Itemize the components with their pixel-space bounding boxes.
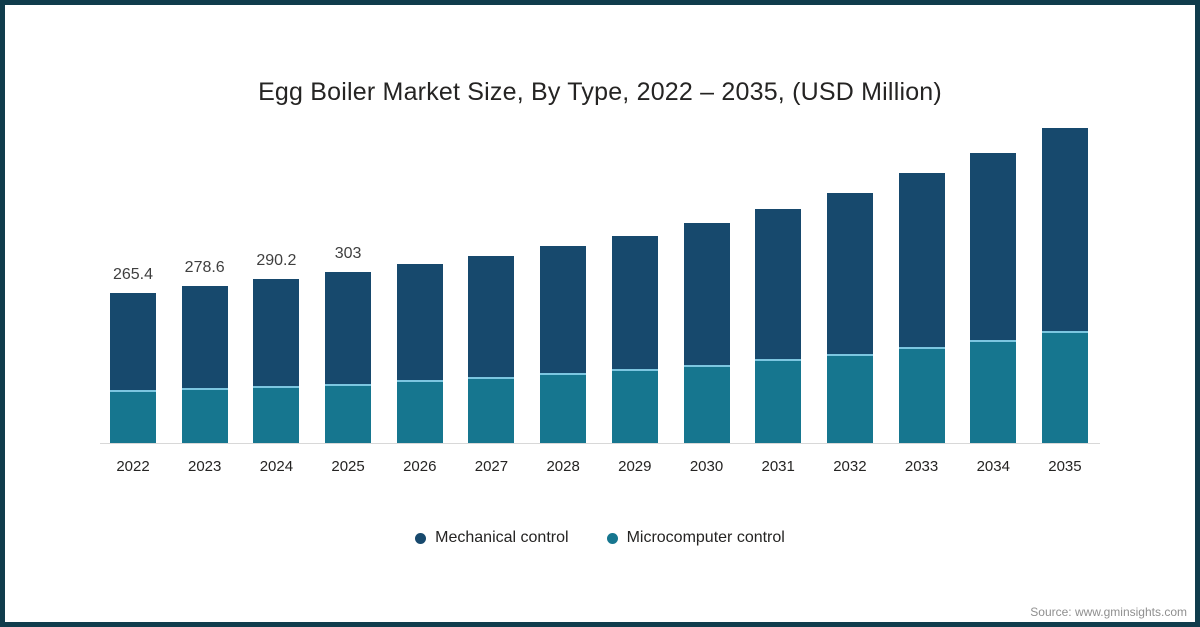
x-axis-label-2022: 2022 (116, 458, 150, 475)
legend-dot-icon (415, 532, 427, 544)
x-axis-label-2035: 2035 (1048, 458, 1082, 475)
bar-value-label: 290.2 (256, 252, 297, 270)
legend-item-mechanical-control: Mechanical control (415, 529, 569, 547)
x-axis-label-2034: 2034 (976, 458, 1010, 475)
bars-container: 265.4 278.6 290.2 303 (110, 5, 1088, 443)
segment-mechanical-control (1041, 127, 1088, 332)
segment-microcomputer-control (253, 385, 300, 443)
segment-mechanical-control (181, 285, 228, 388)
bar-value-label: 303 (334, 244, 362, 262)
legend: Mechanical control Microcomputer control (5, 529, 1195, 547)
x-axis-line (100, 443, 1100, 444)
x-axis-label-2025: 2025 (331, 458, 365, 475)
segment-mechanical-control (540, 246, 587, 373)
segment-microcomputer-control (970, 340, 1017, 443)
legend-dot-icon (606, 532, 618, 544)
segment-microcomputer-control (540, 372, 587, 443)
source-attribution: Source: www.gminsights.com (1030, 605, 1187, 619)
segment-mechanical-control (898, 172, 945, 347)
segment-microcomputer-control (181, 387, 228, 443)
segment-mechanical-control (826, 193, 873, 355)
legend-label: Mechanical control (435, 529, 569, 546)
legend-item-microcomputer-control: Microcomputer control (606, 529, 785, 547)
chart-title: Egg Boiler Market Size, By Type, 2022 – … (258, 78, 942, 106)
segment-microcomputer-control (826, 354, 873, 443)
segment-microcomputer-control (110, 390, 156, 443)
segment-mechanical-control (970, 153, 1017, 341)
bar-2033 (898, 172, 945, 443)
segment-microcomputer-control (611, 369, 658, 443)
bar-2035 (1041, 127, 1088, 443)
bar-2030 (683, 222, 730, 443)
segment-mechanical-control (611, 236, 658, 369)
bar-2029 (611, 236, 658, 443)
bar-2025: 303 (325, 245, 372, 443)
x-axis-label-2026: 2026 (403, 458, 437, 475)
segment-mechanical-control (683, 222, 730, 365)
segment-microcomputer-control (898, 346, 945, 443)
segment-microcomputer-control (683, 365, 730, 443)
bar-2023: 278.6 (181, 259, 228, 443)
segment-microcomputer-control (755, 358, 802, 443)
bar-2024: 290.2 (253, 252, 300, 443)
bar-2028 (540, 246, 587, 443)
x-axis-label-2023: 2023 (188, 458, 222, 475)
segment-microcomputer-control (1041, 331, 1088, 443)
bar-2026 (396, 264, 443, 443)
segment-mechanical-control (755, 209, 802, 359)
x-axis-label-2027: 2027 (474, 458, 509, 475)
bar-2031 (755, 209, 802, 443)
x-axis-label-2031: 2031 (761, 458, 795, 475)
segment-microcomputer-control (325, 384, 372, 443)
x-axis-label-2032: 2032 (833, 458, 867, 475)
segment-microcomputer-control (468, 376, 515, 443)
x-axis-label-2028: 2028 (546, 458, 580, 475)
segment-mechanical-control (325, 271, 372, 385)
segment-mechanical-control (396, 264, 443, 381)
segment-mechanical-control (253, 279, 300, 386)
bar-value-label: 278.6 (184, 258, 225, 276)
x-axis-label-2024: 2024 (259, 458, 294, 475)
bar-2034 (970, 153, 1017, 443)
bar-2022: 265.4 (110, 266, 156, 443)
segment-mechanical-control (110, 293, 156, 391)
segment-microcomputer-control (396, 380, 443, 443)
x-axis-labels: 2022 2023 2024 2025 2026 2027 2028 2029 2030 2031… (110, 458, 1088, 475)
bar-value-label: 265.4 (112, 266, 154, 284)
x-axis-label-2030: 2030 (689, 458, 724, 475)
bar-2032 (826, 193, 873, 443)
bar-2027 (468, 256, 515, 443)
plot-area: 265.4 278.6 290.2 303 (110, 5, 1088, 443)
legend-label: Microcomputer control (626, 529, 785, 546)
x-axis-label-2033: 2033 (904, 458, 939, 475)
x-axis-label-2029: 2029 (618, 458, 652, 475)
segment-mechanical-control (468, 256, 515, 377)
